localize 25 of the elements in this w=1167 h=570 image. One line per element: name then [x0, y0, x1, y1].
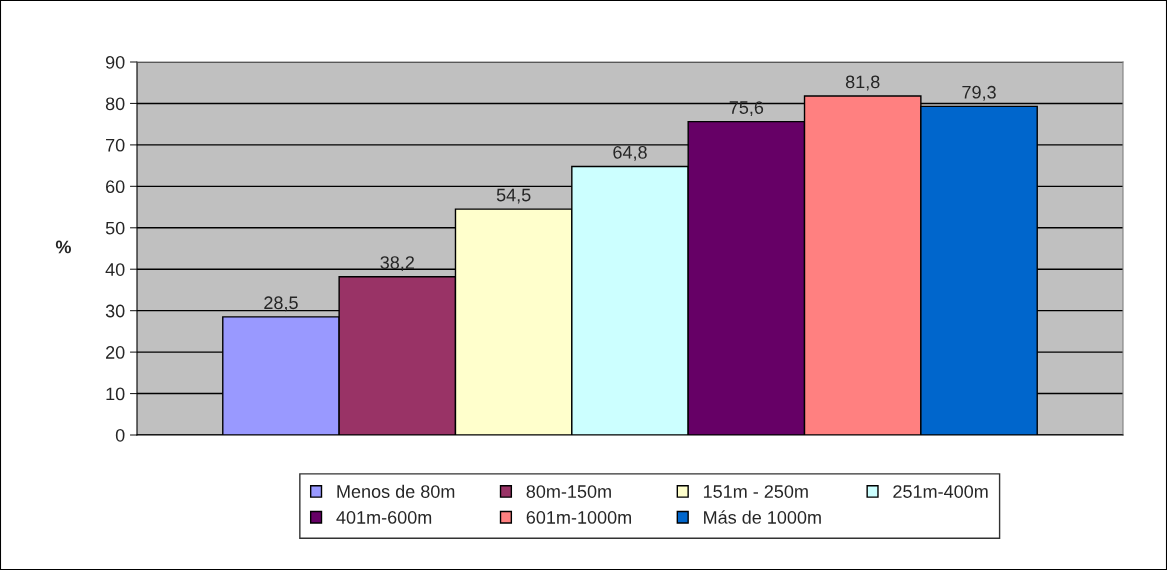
y-tick-label: 0	[115, 428, 125, 442]
y-tick-label: 70	[106, 138, 125, 152]
y-tick-label: 40	[105, 263, 125, 276]
y-tick-label: 30	[105, 304, 125, 318]
y-tick-label: 20	[106, 346, 125, 359]
data-label: 38,2	[380, 256, 414, 272]
legend-label: 601m-1000m	[526, 511, 631, 524]
legend-label: 401m-600m	[336, 511, 432, 524]
legend-label: Más de 1000m	[704, 510, 821, 524]
legend-label: 80m-150m	[526, 485, 611, 498]
data-label: 28,5	[264, 296, 298, 312]
data-label: 75,6	[729, 101, 764, 117]
data-label: 54,5	[496, 188, 531, 204]
y-tick-label: 90	[105, 55, 125, 69]
y-tick-label: 50	[105, 221, 125, 235]
y-axis-title: %	[55, 240, 71, 254]
legend-label: 151m - 250m	[703, 485, 808, 498]
y-tick-label: 80	[105, 97, 125, 111]
data-label: 64,8	[613, 145, 647, 161]
legend-label: Menos de 80m	[337, 484, 455, 498]
legend-label: 251m-400m	[893, 485, 988, 498]
data-label: 79,3	[962, 85, 996, 101]
data-label: 81,8	[845, 75, 880, 91]
y-tick-label: 10	[106, 387, 125, 401]
y-tick-label: 60	[106, 180, 125, 194]
